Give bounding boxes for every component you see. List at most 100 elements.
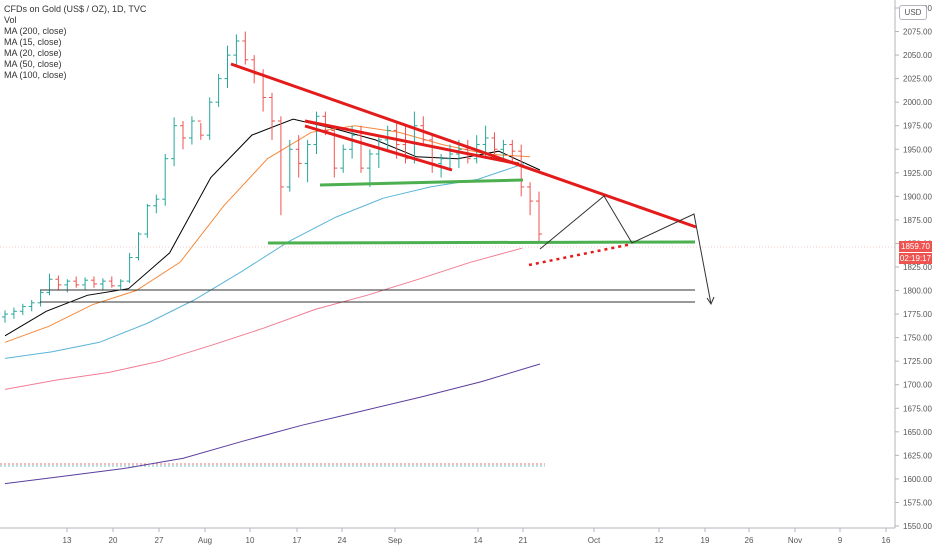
- bar-countdown-badge: 02:19:17: [899, 253, 932, 264]
- price-tick-label: 1650.00: [903, 428, 932, 437]
- price-tick-label: 1550.00: [903, 522, 932, 531]
- price-tick-label: 1600.00: [903, 475, 932, 484]
- time-tick-label: 9: [838, 536, 843, 545]
- price-tick-label: 1775.00: [903, 310, 932, 319]
- ohlc-bar: [162, 153, 169, 206]
- ma-legend-label[interactable]: MA (200, close): [4, 26, 67, 36]
- current-price-badge: 1859.70: [899, 241, 932, 252]
- trendline-red-lower[interactable]: [304, 124, 453, 172]
- price-tick-label: 1625.00: [903, 451, 932, 460]
- time-tick-label: 17: [293, 536, 302, 545]
- ohlc-bar: [304, 139, 311, 183]
- time-tick-label: 10: [246, 536, 255, 545]
- price-tick-label: 1575.00: [903, 498, 932, 507]
- moving-average-line: [4, 363, 541, 485]
- time-tick-label: 20: [109, 536, 118, 545]
- ohlc-bar: [233, 34, 240, 65]
- support-line-green-lower[interactable]: [267, 240, 696, 245]
- ma-legend-label[interactable]: MA (20, close): [4, 48, 62, 58]
- ohlc-bar: [366, 149, 373, 187]
- ohlc-bar: [509, 139, 516, 164]
- ohlc-bar: [527, 182, 534, 216]
- ma-legend-label[interactable]: MA (100, close): [4, 70, 67, 80]
- volume-legend-label[interactable]: Vol: [4, 15, 17, 25]
- ohlc-bar: [286, 139, 293, 192]
- ohlc-bar: [251, 55, 258, 84]
- ohlc-bar: [73, 276, 80, 288]
- time-tick-label: Oct: [588, 536, 601, 545]
- projection-path[interactable]: [539, 195, 712, 305]
- ohlc-bar: [197, 120, 204, 140]
- price-tick-label: 2075.00: [903, 28, 932, 37]
- price-tick-label: 1875.00: [903, 216, 932, 225]
- ohlc-bar: [464, 139, 471, 164]
- ohlc-bar: [224, 45, 231, 89]
- ohlc-bar: [82, 277, 89, 290]
- trend-drawings[interactable]: [40, 62, 715, 306]
- ohlc-bar: [518, 144, 525, 197]
- chart-legend: CFDs on Gold (US$ / OZ), 1D, TVC Vol MA …: [4, 4, 146, 81]
- ohlc-bar: [206, 97, 213, 140]
- ohlc-bar: [500, 139, 507, 159]
- price-tick-label: 1725.00: [903, 357, 932, 366]
- time-tick-label: 27: [155, 536, 164, 545]
- ohlc-bar: [242, 31, 249, 65]
- ohlc-bar: [135, 232, 142, 261]
- ohlc-bar: [269, 92, 275, 140]
- price-tick-label: 1925.00: [903, 169, 932, 178]
- time-tick-label: 13: [63, 536, 72, 545]
- ohlc-bar: [99, 278, 106, 291]
- time-tick-label: 12: [655, 536, 664, 545]
- ohlc-bar: [108, 276, 115, 288]
- price-axis[interactable]: 2100.002075.002050.002025.002000.001975.…: [895, 4, 932, 531]
- ohlc-bar: [188, 116, 195, 145]
- price-tick-label: 1975.00: [903, 122, 932, 131]
- moving-average-line: [4, 125, 531, 343]
- ohlc-bar: [126, 252, 133, 284]
- time-axis[interactable]: 13 20 27 Aug 10 17 24 Sep 14 21 Oct 12 19 26 Nov 9 16: [63, 528, 891, 545]
- ohlc-bar: [2, 310, 8, 323]
- ohlc-bar: [215, 73, 222, 107]
- ohlc-bar: [91, 276, 97, 288]
- price-tick-label: 1900.00: [903, 192, 932, 201]
- time-tick-label: 16: [882, 536, 891, 545]
- time-tick-label: 24: [338, 536, 347, 545]
- price-tick-label: 1800.00: [903, 287, 932, 296]
- time-tick-label: Aug: [198, 536, 212, 545]
- ohlc-bar: [295, 135, 302, 178]
- ohlc-bar: [340, 144, 347, 173]
- price-tick-label: 2000.00: [903, 98, 932, 107]
- symbol-title[interactable]: CFDs on Gold (US$ / OZ), 1D, TVC: [4, 4, 147, 14]
- ohlc-bar: [491, 132, 498, 154]
- trendline-red-upper[interactable]: [304, 119, 520, 166]
- price-tick-label: 2050.00: [903, 51, 932, 60]
- ohlc-bar: [313, 111, 320, 154]
- time-tick-label: Nov: [788, 536, 802, 545]
- ohlc-bar: [153, 194, 160, 214]
- ohlc-bar: [375, 135, 382, 169]
- support-line-green-upper[interactable]: [319, 178, 524, 187]
- price-tick-label: 1675.00: [903, 404, 932, 413]
- moving-averages: [4, 118, 541, 485]
- ohlc-bar: [19, 303, 26, 316]
- ohlc-bar: [536, 191, 542, 244]
- time-tick-label: Sep: [388, 536, 403, 545]
- time-tick-label: 26: [745, 536, 754, 545]
- time-tick-label: 19: [701, 536, 710, 545]
- ma-legend-label[interactable]: MA (15, close): [4, 37, 62, 47]
- ohlc-bar: [277, 116, 284, 216]
- ohlc-bar: [117, 279, 124, 291]
- moving-average-line: [4, 162, 526, 359]
- ma-legend-label[interactable]: MA (50, close): [4, 59, 62, 69]
- projection-dotted-red[interactable]: [528, 242, 633, 267]
- ohlc-bar: [46, 273, 53, 296]
- ohlc-bar: [55, 275, 62, 291]
- price-tick-label: 1825.00: [903, 263, 932, 272]
- ohlc-bar: [180, 121, 186, 150]
- currency-selector[interactable]: USD: [899, 5, 927, 20]
- price-tick-label: 1700.00: [903, 381, 932, 390]
- ohlc-bar: [37, 290, 44, 307]
- trendline-red-main[interactable]: [230, 62, 697, 229]
